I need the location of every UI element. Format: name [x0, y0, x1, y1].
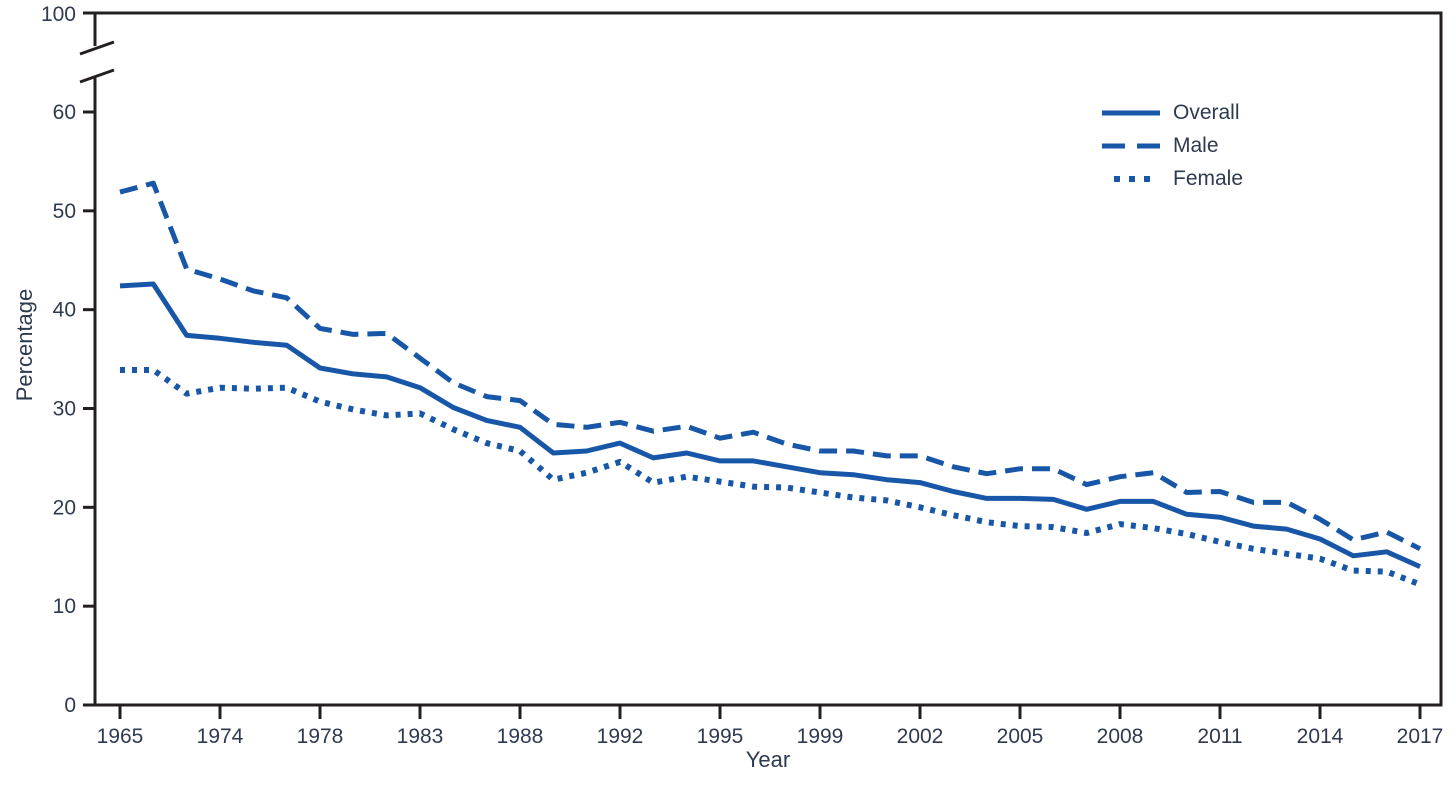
- dashed-line-icon: [1102, 143, 1160, 148]
- x-axis-title: Year: [745, 747, 791, 772]
- solid-line-icon: [1102, 110, 1160, 115]
- legend-label-male: Male: [1173, 133, 1219, 157]
- female-line: [120, 367, 1422, 588]
- legend-item-female: Female: [1102, 162, 1243, 195]
- legend: Overall Male Female: [1102, 96, 1243, 195]
- x-tick-label: 2014: [1297, 725, 1344, 748]
- x-tick-label: 1983: [397, 725, 444, 748]
- y-axis-break-icon: [79, 40, 115, 84]
- y-tick-label: 10: [53, 595, 76, 618]
- y-tick-label: 60: [53, 101, 76, 124]
- legend-label-female: Female: [1173, 166, 1244, 190]
- y-tick-label: 40: [53, 299, 76, 322]
- x-tick-label: 1992: [597, 725, 644, 748]
- legend-label-overall: Overall: [1173, 100, 1240, 124]
- x-tick-label: 2017: [1397, 725, 1444, 748]
- x-tick-label: 2008: [1097, 725, 1144, 748]
- x-tick-label: 2005: [997, 725, 1044, 748]
- x-tick-label: 1995: [697, 725, 744, 748]
- male-line: [119, 180, 1422, 552]
- y-tick-label: 20: [53, 496, 76, 519]
- legend-item-male: Male: [1102, 129, 1243, 162]
- y-tick-label: 30: [53, 398, 76, 421]
- y-tick-label: 0: [64, 694, 76, 717]
- y-tick-label-top: 100: [41, 3, 76, 26]
- x-tick-label: 2002: [897, 725, 944, 748]
- x-tick-label: 2011: [1197, 725, 1242, 748]
- x-tick-label: 1965: [97, 725, 144, 748]
- x-tick-label: 1999: [797, 725, 844, 748]
- y-axis-title: Percentage: [12, 288, 37, 402]
- x-tick-label: 1988: [497, 725, 544, 748]
- dotted-line-icon: [1114, 175, 1158, 182]
- y-tick-label: 50: [53, 200, 76, 223]
- x-tick-label: 1978: [297, 725, 344, 748]
- overall-line: [119, 281, 1422, 569]
- plot-border: [95, 11, 1443, 707]
- x-tick-label: 1974: [197, 725, 244, 748]
- legend-item-overall: Overall: [1102, 96, 1243, 129]
